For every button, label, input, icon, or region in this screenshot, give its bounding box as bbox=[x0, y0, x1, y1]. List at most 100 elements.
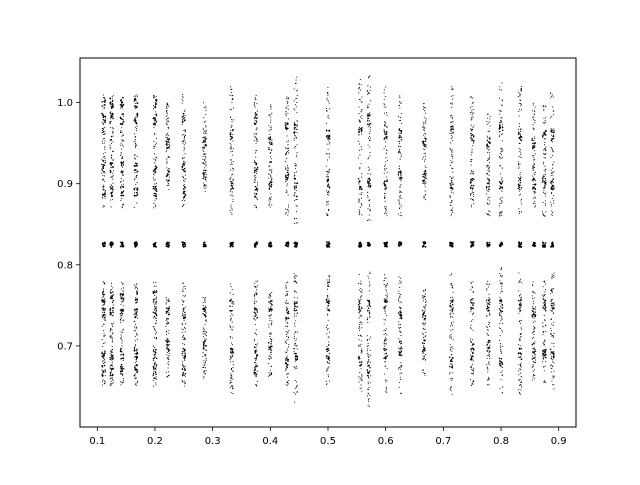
data-point bbox=[450, 390, 452, 392]
data-point bbox=[122, 298, 125, 300]
data-point bbox=[293, 139, 295, 141]
data-point bbox=[269, 126, 271, 128]
data-point bbox=[202, 102, 205, 104]
data-point bbox=[471, 298, 473, 300]
data-point bbox=[398, 301, 400, 303]
data-point bbox=[451, 379, 453, 381]
data-point bbox=[256, 110, 258, 112]
data-point bbox=[385, 365, 387, 367]
data-point bbox=[486, 315, 488, 317]
data-point bbox=[423, 324, 425, 326]
data-point bbox=[294, 177, 297, 180]
data-point bbox=[518, 110, 520, 113]
data-point bbox=[203, 145, 205, 147]
data-point bbox=[270, 340, 272, 343]
data-point bbox=[488, 361, 490, 363]
data-point bbox=[368, 311, 370, 313]
data-point bbox=[400, 314, 403, 317]
data-point bbox=[359, 180, 361, 182]
data-point bbox=[152, 187, 155, 190]
data-point bbox=[165, 323, 168, 325]
data-point bbox=[473, 193, 475, 196]
data-point bbox=[367, 186, 369, 188]
data-point bbox=[153, 328, 155, 330]
data-point bbox=[486, 177, 488, 179]
data-point bbox=[328, 281, 330, 283]
data-point bbox=[397, 312, 400, 314]
data-point bbox=[183, 195, 186, 198]
data-point bbox=[424, 112, 426, 114]
data-point bbox=[168, 117, 170, 119]
data-point bbox=[488, 379, 490, 381]
data-point bbox=[488, 241, 491, 244]
data-point bbox=[153, 145, 155, 147]
data-point bbox=[401, 205, 403, 207]
data-point bbox=[325, 110, 328, 112]
data-point bbox=[122, 96, 124, 99]
data-point bbox=[533, 116, 535, 118]
data-point bbox=[269, 244, 272, 247]
data-point bbox=[472, 97, 474, 99]
data-point bbox=[472, 108, 474, 110]
data-point bbox=[270, 105, 272, 107]
data-point bbox=[295, 343, 297, 345]
data-point bbox=[422, 127, 424, 129]
data-point bbox=[136, 357, 138, 360]
data-point bbox=[165, 149, 167, 151]
data-point bbox=[452, 161, 454, 163]
data-point bbox=[120, 154, 122, 156]
data-point bbox=[500, 312, 503, 314]
data-point bbox=[168, 332, 170, 334]
data-point bbox=[366, 340, 369, 342]
data-point bbox=[424, 145, 426, 148]
data-point bbox=[112, 175, 114, 177]
data-point bbox=[470, 204, 472, 206]
data-point bbox=[397, 298, 400, 300]
data-point bbox=[112, 355, 114, 357]
data-point bbox=[269, 156, 272, 158]
data-point bbox=[255, 292, 257, 294]
data-point bbox=[271, 143, 273, 146]
data-point bbox=[517, 183, 520, 185]
data-point bbox=[152, 385, 154, 387]
data-point bbox=[366, 374, 369, 377]
data-point bbox=[424, 121, 426, 123]
data-point bbox=[360, 299, 362, 301]
data-point bbox=[184, 338, 186, 340]
data-point bbox=[203, 184, 205, 187]
data-point bbox=[104, 133, 106, 135]
data-point bbox=[104, 359, 106, 361]
data-point bbox=[398, 116, 400, 118]
data-point bbox=[470, 328, 472, 330]
data-point bbox=[268, 355, 270, 357]
data-point bbox=[230, 162, 233, 164]
data-point bbox=[399, 330, 401, 332]
data-point bbox=[232, 393, 234, 395]
data-point bbox=[112, 367, 114, 370]
data-point bbox=[398, 132, 400, 134]
data-point bbox=[231, 181, 233, 183]
data-point bbox=[270, 104, 272, 106]
data-point bbox=[326, 241, 328, 244]
data-point bbox=[452, 307, 454, 309]
data-point bbox=[101, 380, 104, 382]
data-point bbox=[498, 215, 500, 217]
data-point bbox=[486, 172, 488, 174]
data-point bbox=[285, 287, 287, 289]
data-point bbox=[269, 185, 271, 187]
data-point bbox=[203, 362, 205, 364]
data-point bbox=[184, 354, 186, 356]
data-point bbox=[184, 245, 187, 247]
data-point bbox=[501, 104, 503, 106]
data-point bbox=[488, 185, 490, 188]
data-point bbox=[325, 299, 328, 301]
data-point bbox=[326, 324, 328, 326]
data-point bbox=[488, 283, 490, 285]
data-point bbox=[498, 327, 500, 329]
data-point bbox=[359, 388, 361, 390]
data-point bbox=[532, 183, 534, 186]
data-point bbox=[255, 176, 257, 178]
data-point bbox=[232, 195, 234, 197]
data-point bbox=[367, 307, 370, 310]
data-point bbox=[327, 172, 329, 174]
